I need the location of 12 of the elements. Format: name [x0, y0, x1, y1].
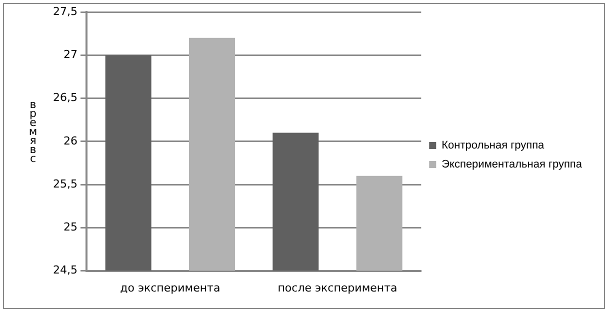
legend-label: Экспериментальная группа [442, 158, 583, 171]
y-axis-title: время в с [28, 98, 38, 165]
x-tick-label: до эксперимента [120, 281, 220, 294]
y-tick-label: 27,5 [52, 4, 78, 18]
y-tick-label: 26,5 [52, 91, 78, 104]
y-tick-label: 26 [63, 134, 78, 148]
y-tick-label: 24,5 [52, 264, 78, 277]
y-tick-label: 25 [63, 220, 78, 234]
legend-label: Контрольная группа [442, 140, 546, 152]
y-tick-label: 27 [63, 48, 78, 61]
x-tick-label: после эксперимента [278, 281, 398, 294]
y-tick-label: 25,5 [52, 177, 78, 190]
